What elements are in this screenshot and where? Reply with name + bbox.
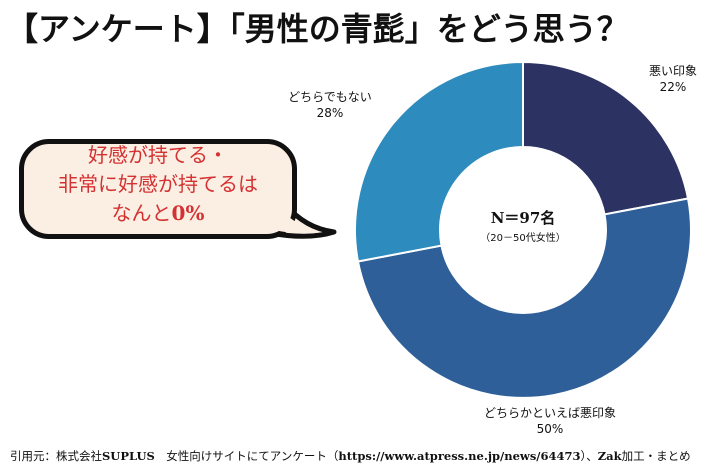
callout-line-3: なんと0% bbox=[19, 199, 297, 228]
footer-suffix-b: 加工・まとめ bbox=[621, 449, 691, 463]
donut-slice-somewhat-bad bbox=[356, 197, 692, 399]
footer-suffix-a: ）、 bbox=[580, 449, 598, 463]
slice-label-neutral: どちらでもない 28% bbox=[275, 89, 385, 121]
callout-line-3-prefix: なんと bbox=[111, 201, 172, 225]
slice-label-somewhat-bad: どちらかといえば悪印象 50% bbox=[470, 405, 630, 437]
slice-label-neutral-name: どちらでもない bbox=[288, 90, 372, 104]
slice-label-bad-name: 悪い印象 bbox=[648, 64, 697, 78]
donut-slice-neutral bbox=[354, 60, 524, 263]
center-sample-desc: （20－50代女性） bbox=[480, 233, 566, 244]
slice-label-somewhat-bad-name: どちらかといえば悪印象 bbox=[483, 406, 616, 420]
slice-label-neutral-value: 28% bbox=[316, 106, 344, 120]
footer-url: https://www.atpress.ne.jp/news/64473 bbox=[338, 449, 581, 463]
callout-zero-percent: 0% bbox=[171, 201, 205, 225]
footer-zak: Zak bbox=[597, 449, 622, 463]
footer-middle: 女性向けサイトにてアンケート（ bbox=[154, 449, 339, 463]
callout-bubble bbox=[19, 139, 297, 239]
slice-label-somewhat-bad-value: 50% bbox=[536, 422, 564, 436]
callout-line-2: 非常に好感が持てるは bbox=[58, 172, 258, 196]
center-sample-size: N＝97名 bbox=[490, 209, 556, 227]
callout-line-1: 好感が持てる・ bbox=[88, 143, 228, 167]
source-footer: 引用元：株式会社SUPLUS 女性向けサイトにてアンケート（https://ww… bbox=[10, 448, 691, 464]
footer-company: SUPLUS bbox=[102, 449, 155, 463]
slice-label-bad-value: 22% bbox=[659, 80, 687, 94]
footer-prefix: 引用元：株式会社 bbox=[10, 449, 102, 463]
donut-slice-bad bbox=[522, 60, 690, 216]
callout-text: 好感が持てる・ 非常に好感が持てるは なんと0% bbox=[19, 141, 297, 228]
page-title: 【アンケート】「男性の青髭」をどう思う？ bbox=[6, 10, 629, 48]
slice-label-bad: 悪い印象 22% bbox=[628, 63, 718, 95]
